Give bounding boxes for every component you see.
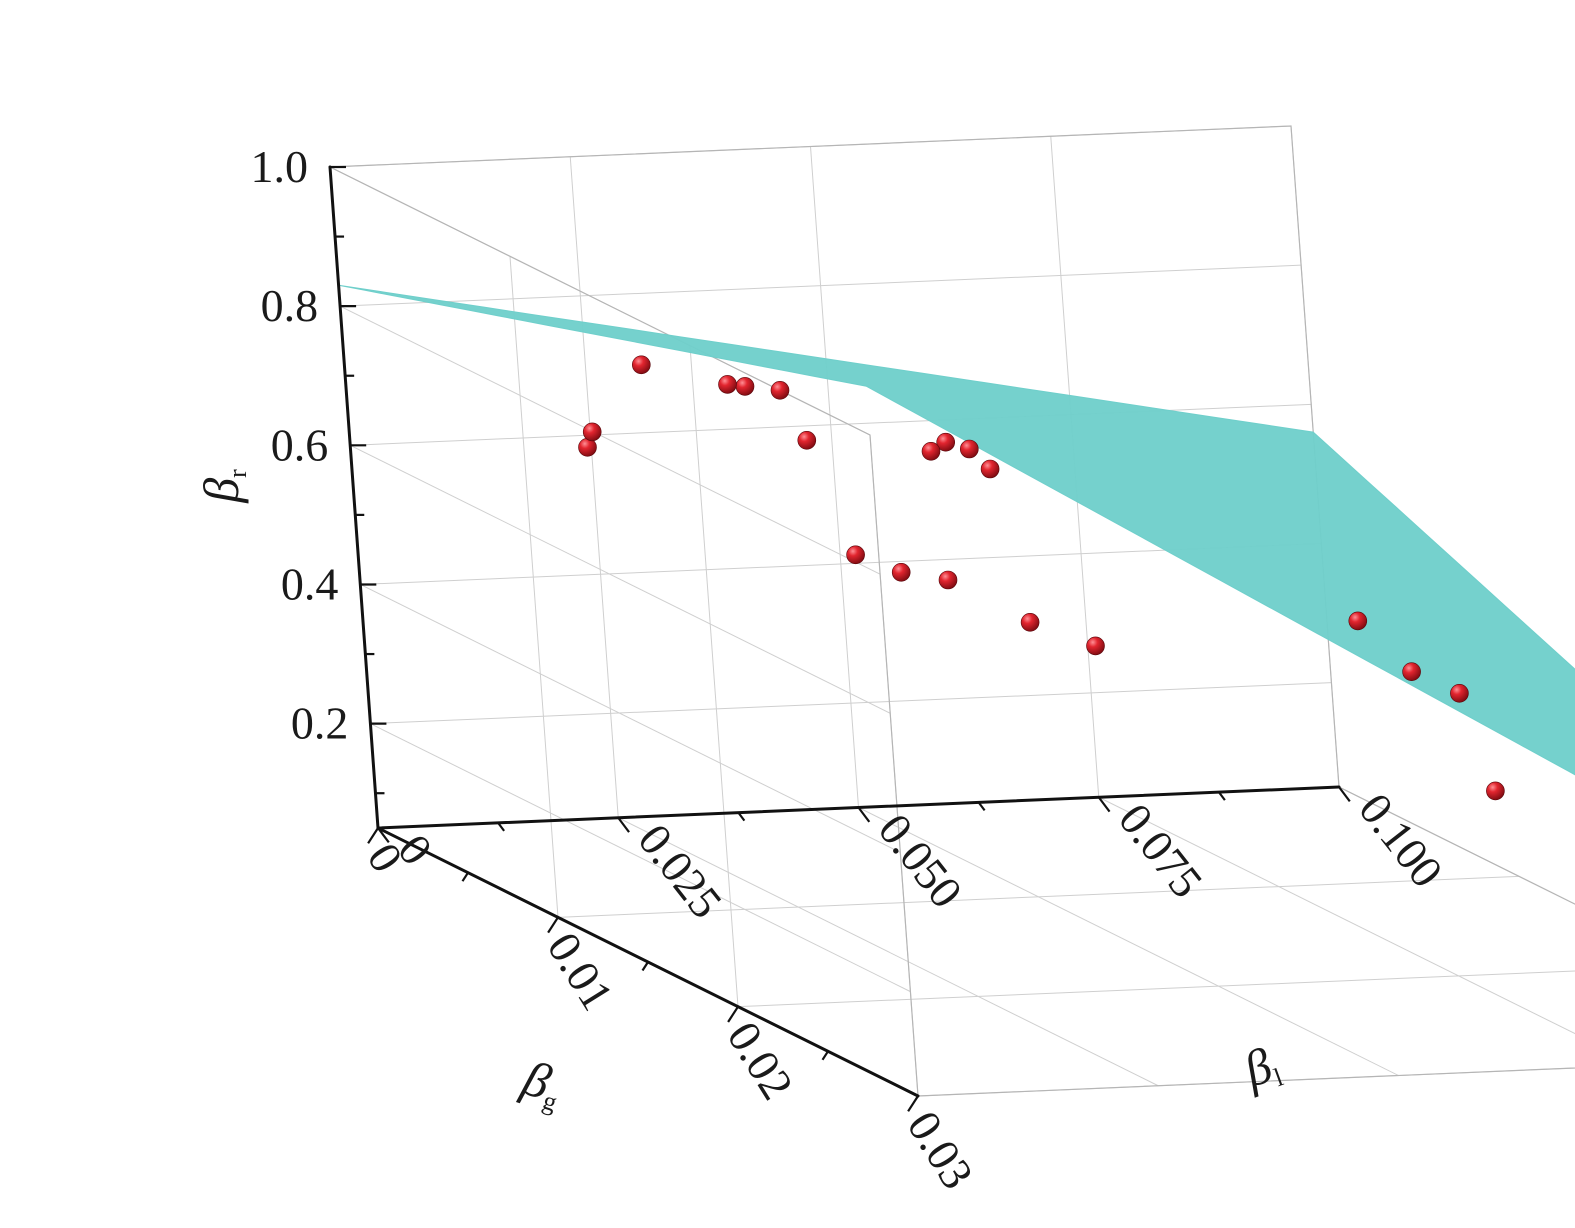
data-points <box>578 355 1505 801</box>
data-point <box>797 430 817 450</box>
x-tick-label: 0 <box>388 825 442 875</box>
fitted-surface <box>338 284 1575 776</box>
grid-frame <box>329 165 919 1098</box>
grid-line <box>360 542 1322 585</box>
x-tick <box>377 827 390 844</box>
z-tick-label: 0.8 <box>261 280 319 331</box>
data-point <box>631 355 651 375</box>
grid-line <box>737 970 1575 1008</box>
x-tick <box>1217 791 1226 801</box>
data-point <box>921 441 941 461</box>
y-tick <box>907 1095 919 1112</box>
grid-line <box>340 264 1302 307</box>
x-tick <box>497 822 506 832</box>
z-axis-title-main: β <box>193 478 249 504</box>
axes <box>328 165 1351 1112</box>
x-tick <box>737 811 746 822</box>
grid-line <box>509 256 559 918</box>
grid-line <box>810 146 859 808</box>
y-tick-label: 0.01 <box>538 924 624 1019</box>
grid-line <box>689 345 739 1007</box>
z-axis-title: βr <box>193 469 252 504</box>
grid-line <box>569 156 619 818</box>
data-point <box>770 380 790 400</box>
x-tick <box>1097 796 1111 813</box>
data-point <box>1348 611 1368 631</box>
data-point <box>1020 612 1040 632</box>
data-point <box>959 439 979 459</box>
z-axis-title-sub: r <box>223 469 252 478</box>
data-point <box>582 422 602 442</box>
grid-line <box>618 817 1159 1087</box>
data-point <box>735 377 755 396</box>
data-point <box>846 545 865 565</box>
y-tick <box>821 1050 829 1061</box>
data-point <box>980 459 1000 479</box>
y-tick <box>547 916 559 934</box>
z-tick-label: 0.4 <box>281 558 339 609</box>
grid-line <box>370 682 1332 725</box>
y-tick-label: 0.02 <box>718 1013 804 1108</box>
x-tick <box>617 817 630 833</box>
y-tick <box>727 1006 739 1023</box>
y-tick <box>461 872 469 882</box>
data-point <box>1486 781 1505 801</box>
z-axis-line <box>328 165 380 830</box>
grid-line <box>339 305 881 575</box>
z-tick-label: 0.2 <box>291 698 349 749</box>
data-point <box>936 432 956 452</box>
grid-line <box>370 723 911 993</box>
y-tick-label: 0.03 <box>898 1102 984 1197</box>
y-tick <box>367 827 379 844</box>
surface-mesh <box>338 284 1575 776</box>
grid-line <box>557 875 1520 918</box>
y-tick <box>641 961 649 972</box>
x-axis-title: βl <box>1236 1034 1287 1101</box>
grid-line <box>349 444 891 714</box>
x-tick <box>977 801 986 812</box>
data-point <box>1402 662 1421 682</box>
data-point <box>891 562 911 582</box>
grid-line <box>1098 796 1575 1035</box>
y-axis-title: βg <box>515 1049 570 1117</box>
grid-line <box>360 584 901 853</box>
x-tick <box>1338 786 1351 803</box>
data-point <box>1086 636 1105 656</box>
z-tick-label: 0.6 <box>271 419 329 470</box>
x-tick <box>857 806 871 823</box>
grid-line <box>858 807 1399 1076</box>
data-point <box>938 570 958 590</box>
data-point <box>1450 683 1469 703</box>
data-point <box>718 375 737 394</box>
z-tick-label: 1.0 <box>251 141 309 192</box>
